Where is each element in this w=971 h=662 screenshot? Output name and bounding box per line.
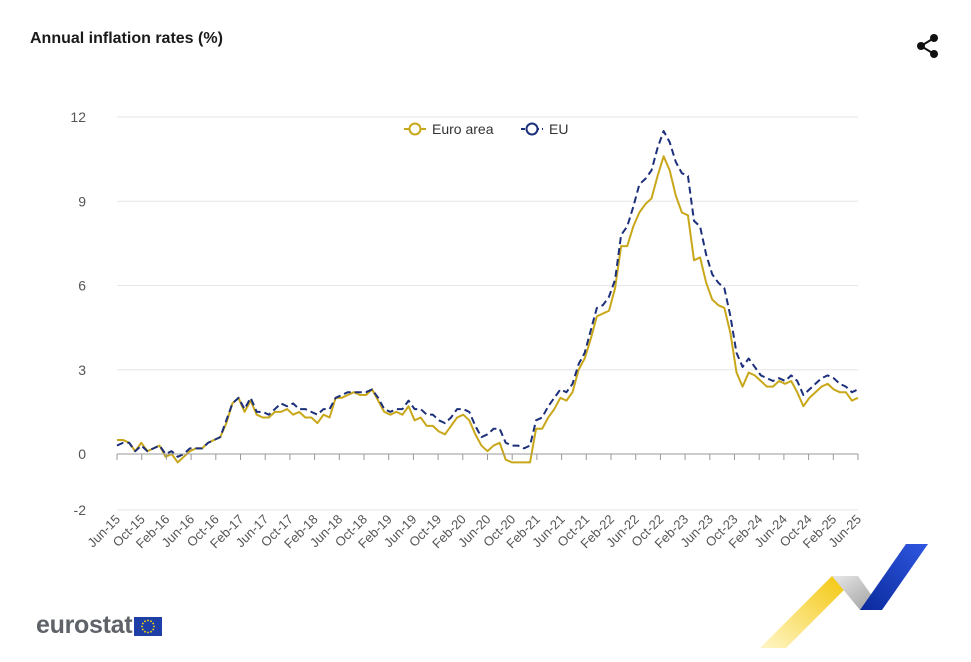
grid-layer (117, 116, 858, 511)
legend-marker (408, 122, 422, 136)
chart-title: Annual inflation rates (%) (30, 30, 223, 47)
legend-label: Euro area (432, 121, 494, 137)
axis-layer: 129630-2Jun-15Oct-15Feb-16Jun-16Oct-16Fe… (70, 109, 864, 551)
share-icon[interactable] (914, 32, 942, 60)
series-line-eu (116, 130, 859, 458)
y-tick-label: 12 (70, 109, 86, 125)
y-tick-label: -2 (74, 502, 87, 518)
legend-marker (525, 122, 539, 136)
y-tick-label: 0 (78, 446, 86, 462)
y-tick-label: 3 (78, 362, 86, 378)
decorative-corner-graphic (760, 544, 928, 648)
y-tick-label: 6 (78, 278, 86, 294)
y-tick-label: 9 (78, 193, 86, 209)
series-layer (116, 130, 859, 464)
legend[interactable]: Euro area EU (404, 121, 568, 137)
eu-flag-icon (134, 617, 163, 636)
eurostat-logo: eurostat (36, 611, 163, 640)
logo-text: eurostat (36, 611, 133, 639)
legend-label: EU (549, 121, 568, 137)
